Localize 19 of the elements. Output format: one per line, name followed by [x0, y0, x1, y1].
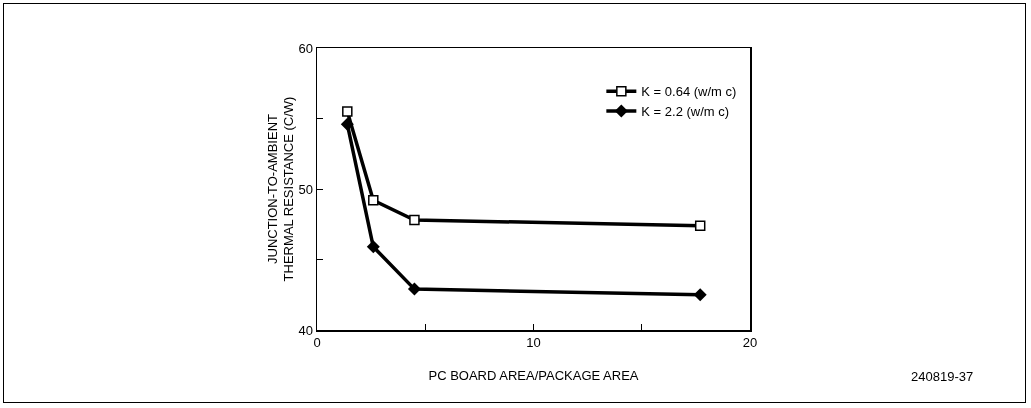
y-tick-label: 40 — [298, 322, 313, 338]
point — [366, 240, 380, 254]
x-axis-title: PC BOARD AREA/PACKAGE AREA — [428, 367, 639, 383]
text: 240819-37 — [911, 369, 974, 384]
point — [693, 288, 707, 302]
point — [407, 282, 421, 296]
x-tick-label: 0 — [313, 335, 321, 351]
x-tick-label: 10 — [526, 335, 541, 351]
point — [694, 220, 706, 231]
y-tick-label: 50 — [298, 181, 313, 197]
point — [409, 214, 420, 226]
x-tick-label: 20 — [742, 335, 758, 351]
y-axis-title: JUNCTION-TO-AMBIENT THERMAL RESISTANCE (C/W) — [264, 96, 297, 282]
point — [340, 117, 354, 131]
point — [342, 106, 353, 117]
y-tick-label: 60 — [298, 40, 313, 56]
point — [368, 195, 379, 206]
legend-label: K = 0.64 (w/m c) — [641, 84, 737, 100]
legend-label: K = 2.2 (w/m c) — [641, 104, 730, 120]
